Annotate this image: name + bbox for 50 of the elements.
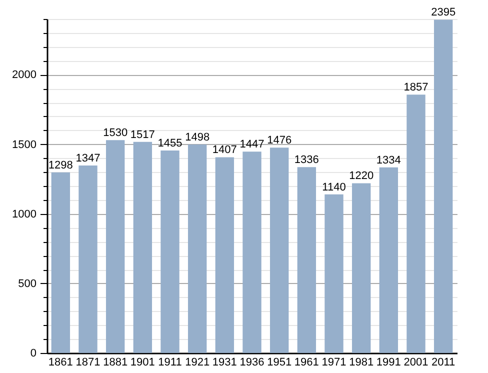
bar — [188, 144, 207, 353]
x-tick-label: 1881 — [103, 356, 128, 368]
x-tick-label: 2011 — [432, 356, 456, 368]
y-tick-label: 1500 — [12, 138, 36, 151]
y-tick-label: 1000 — [12, 208, 36, 220]
data-label: 1298 — [48, 159, 73, 172]
x-tick-label: 1921 — [185, 356, 210, 368]
data-label: 2395 — [431, 6, 456, 19]
bar — [352, 183, 371, 353]
bar — [133, 142, 152, 353]
bar — [324, 194, 344, 353]
data-label: 1857 — [404, 82, 428, 94]
data-label: 1347 — [76, 152, 100, 165]
bar — [270, 148, 289, 353]
y-tick-label: 0 — [30, 348, 36, 360]
bar — [379, 167, 398, 353]
data-label: 1140 — [322, 181, 346, 194]
x-tick-label: 1901 — [130, 356, 155, 368]
bar — [297, 167, 316, 353]
bar — [51, 172, 70, 353]
data-label: 1530 — [103, 127, 128, 140]
data-label: 1447 — [240, 138, 264, 151]
data-label: 1455 — [158, 138, 182, 150]
bar — [160, 150, 180, 353]
x-tick-label: 1936 — [240, 356, 264, 368]
y-tick-label: 500 — [18, 278, 36, 290]
x-tick-label: 1871 — [76, 356, 100, 368]
x-tick-label: 1861 — [48, 356, 73, 368]
data-label: 1476 — [267, 134, 292, 147]
data-label: 1517 — [130, 128, 155, 141]
data-label: 1498 — [185, 132, 210, 144]
data-label: 1220 — [349, 170, 374, 182]
data-label: 1334 — [376, 154, 401, 166]
bar — [106, 140, 125, 353]
data-label: 1336 — [294, 154, 319, 166]
x-tick-label: 1931 — [212, 356, 237, 368]
x-tick-label: 1981 — [349, 356, 374, 368]
x-tick-label: 1991 — [376, 356, 401, 368]
bar — [406, 94, 426, 353]
x-tick-label: 1961 — [294, 356, 319, 368]
bar — [78, 166, 98, 353]
data-label: 1407 — [212, 144, 237, 156]
y-tick-label: 2000 — [12, 69, 36, 82]
x-tick-label: 1951 — [267, 356, 292, 368]
bar — [215, 157, 234, 353]
x-tick-label: 1911 — [158, 356, 182, 368]
bar — [434, 20, 453, 353]
x-tick-label: 1971 — [322, 356, 346, 368]
bar — [242, 152, 262, 353]
x-tick-label: 2001 — [404, 356, 428, 368]
